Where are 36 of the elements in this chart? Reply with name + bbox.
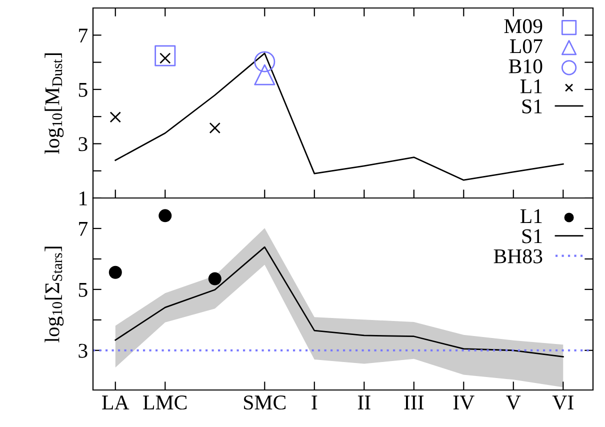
x-tick-label: IV: [453, 396, 474, 410]
point: [209, 122, 220, 134]
y-tick-label: 5: [78, 283, 88, 297]
legend-label: BH83: [494, 249, 542, 264]
point: [158, 209, 172, 222]
legend-label: B10: [508, 59, 542, 74]
legend-label: L1: [520, 209, 542, 223]
legend-label: S1: [522, 99, 542, 114]
line-series: [114, 52, 564, 181]
x-tick-label: V: [506, 396, 521, 410]
legend-label: S1: [522, 229, 542, 244]
legend-label: L1: [520, 79, 542, 94]
y-tick-label: 7: [79, 222, 88, 236]
x-tick-label: VI: [552, 396, 574, 410]
x-tick-label: III: [404, 396, 424, 410]
point: [108, 266, 122, 279]
x-tick-label: LMC: [143, 396, 187, 410]
legend-label: M09: [504, 19, 542, 34]
x-tick-label: SMC: [244, 396, 286, 410]
x-tick-label: I: [312, 396, 318, 410]
y-tick-label: 7: [79, 28, 88, 42]
y-tick-label: 3: [78, 137, 88, 152]
line-series: [114, 246, 564, 358]
point: [154, 45, 176, 66]
legend-label: L07: [510, 39, 542, 54]
y-tick-label: 3: [78, 344, 88, 358]
point: [254, 64, 276, 86]
y-tick-label: 5: [78, 83, 88, 97]
point: [110, 112, 121, 123]
x-tick-label: LA: [102, 396, 130, 410]
y-axis-title: log$_{10}$[Σ$_{Stars}$]: [44, 246, 64, 342]
point: [254, 51, 276, 72]
x-tick-label: II: [358, 396, 370, 410]
y-tick-label: 1: [80, 191, 87, 206]
y-axis-title: log$_{10}$[M$_{Dust}$]: [44, 53, 64, 154]
point: [208, 272, 222, 286]
